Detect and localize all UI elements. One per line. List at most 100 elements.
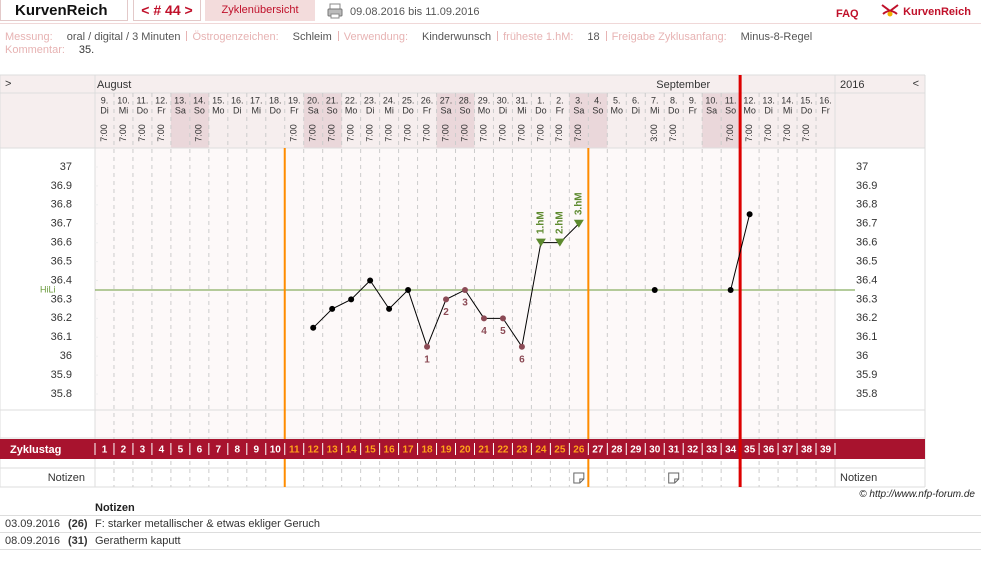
cycle-day: 13 [327,445,339,456]
date-label: 13. [174,95,187,105]
cycle-day: 15 [365,445,377,456]
hm-label: 2.hM [555,211,566,234]
weekend-shade [721,93,741,148]
time-label: 7:00 [289,124,299,142]
cycle-day: 1 [102,445,108,456]
weekday-label: Do [535,105,547,115]
info-label: Messung: [5,31,53,43]
y-tick-label-right: 36.5 [856,255,877,267]
info-value: Kinderwunsch [422,31,492,43]
overview-tab[interactable]: Zyklenübersicht [205,0,315,21]
weekday-label: Fr [423,105,432,115]
date-label: 16. [819,95,832,105]
hm-label: 1.hM [536,211,547,234]
y-tick-label-right: 36.6 [856,237,877,249]
low-label: 4 [481,326,487,337]
info-label: Verwendung: [343,31,408,43]
weekday-label: Sa [308,105,319,115]
nav-next[interactable]: < [913,78,919,90]
cycle-day: 36 [763,445,775,456]
time-label: 7:00 [194,124,204,142]
cycle-day: 4 [159,445,165,456]
temp-marker [386,305,393,312]
y-tick-label-right: 35.9 [856,369,877,381]
y-tick-label: 35.9 [51,369,72,381]
cycle-day: 39 [820,445,832,456]
cycle-day: 17 [403,445,415,456]
hm-marker [554,238,565,247]
weekday-label: So [592,105,603,115]
low-marker [480,315,487,322]
cycle-day: 24 [535,445,547,456]
note-icon[interactable] [573,472,585,484]
y-tick-label-right: 35.8 [856,388,877,400]
cycle-day: 12 [308,445,320,456]
y-tick-label: 36.9 [51,180,72,192]
date-label: 9. [689,95,697,105]
logo[interactable]: KurvenReich [880,2,971,18]
note-icon[interactable] [668,472,680,484]
year: 2016 [840,79,864,91]
cycle-day: 9 [254,445,260,456]
weekday-label: Di [366,105,375,115]
weekday-label: Fr [157,105,166,115]
low-label: 6 [519,354,525,365]
time-label: 7:00 [725,124,735,142]
weekday-label: Sa [441,105,452,115]
y-tick-label: 36.4 [51,274,72,286]
y-tick-label-right: 36.2 [856,312,877,324]
time-label: 7:00 [365,124,375,142]
faq-link[interactable]: FAQ [836,8,859,20]
date-label: 30. [497,95,510,105]
cycle-day: 29 [630,445,642,456]
cycle-day: 22 [497,445,509,456]
cycle-nav[interactable]: < # 44 > [133,0,201,21]
cycle-day: 25 [554,445,566,456]
y-tick-label: 36.5 [51,255,72,267]
y-tick-label: 36.8 [51,199,72,211]
low-marker [499,315,506,322]
weekday-label: Fr [556,105,565,115]
y-tick-label-right: 37 [856,161,868,173]
temp-marker [651,286,658,293]
info-label: früheste 1.hM: [503,31,574,43]
temp-marker [405,286,412,293]
weekend-shade [322,93,342,148]
time-label: 7:00 [763,124,773,142]
date-label: 22. [345,95,358,105]
header-rule [0,23,981,24]
y-tick-label: 36.6 [51,237,72,249]
time-label: 7:00 [440,124,450,142]
date-label: 14. [781,95,794,105]
weekend-shade [588,93,608,148]
note-cycle-day: (31) [68,535,88,547]
info-value: Minus-8-Regel [740,31,813,43]
hm-label: 3.hM [573,192,584,215]
weekday-label: Do [668,105,680,115]
temp-marker [746,211,753,218]
note-rule [0,549,981,550]
separator [337,31,339,41]
y-tick-label: 37 [60,161,72,173]
time-label: 7:00 [801,124,811,142]
time-label: 7:00 [668,124,678,142]
hili-label: HiLi [40,284,56,294]
temp-marker [329,305,336,312]
date-label: 17. [250,95,263,105]
weekday-label: Di [100,105,109,115]
print-icon[interactable] [327,3,343,19]
y-tick-label: 36.3 [51,293,72,305]
date-label: 13. [762,95,775,105]
weekend-shade [569,93,589,148]
date-label: 16. [231,95,244,105]
cycle-day-title: Zyklustag [10,444,61,456]
time-label: 7:00 [744,124,754,142]
cycle-day: 11 [289,445,300,456]
nav-prev[interactable]: > [5,78,11,90]
info-row: Messung: oral / digital / 3 Minuten Östrog… [5,30,818,44]
note-row: 08.09.2016 (31) Geratherm kaputt [0,532,981,549]
cycle-day: 31 [668,445,680,456]
time-label: 7:00 [459,124,469,142]
weekday-label: Di [764,105,773,115]
y-tick-label-right: 36.4 [856,274,877,286]
